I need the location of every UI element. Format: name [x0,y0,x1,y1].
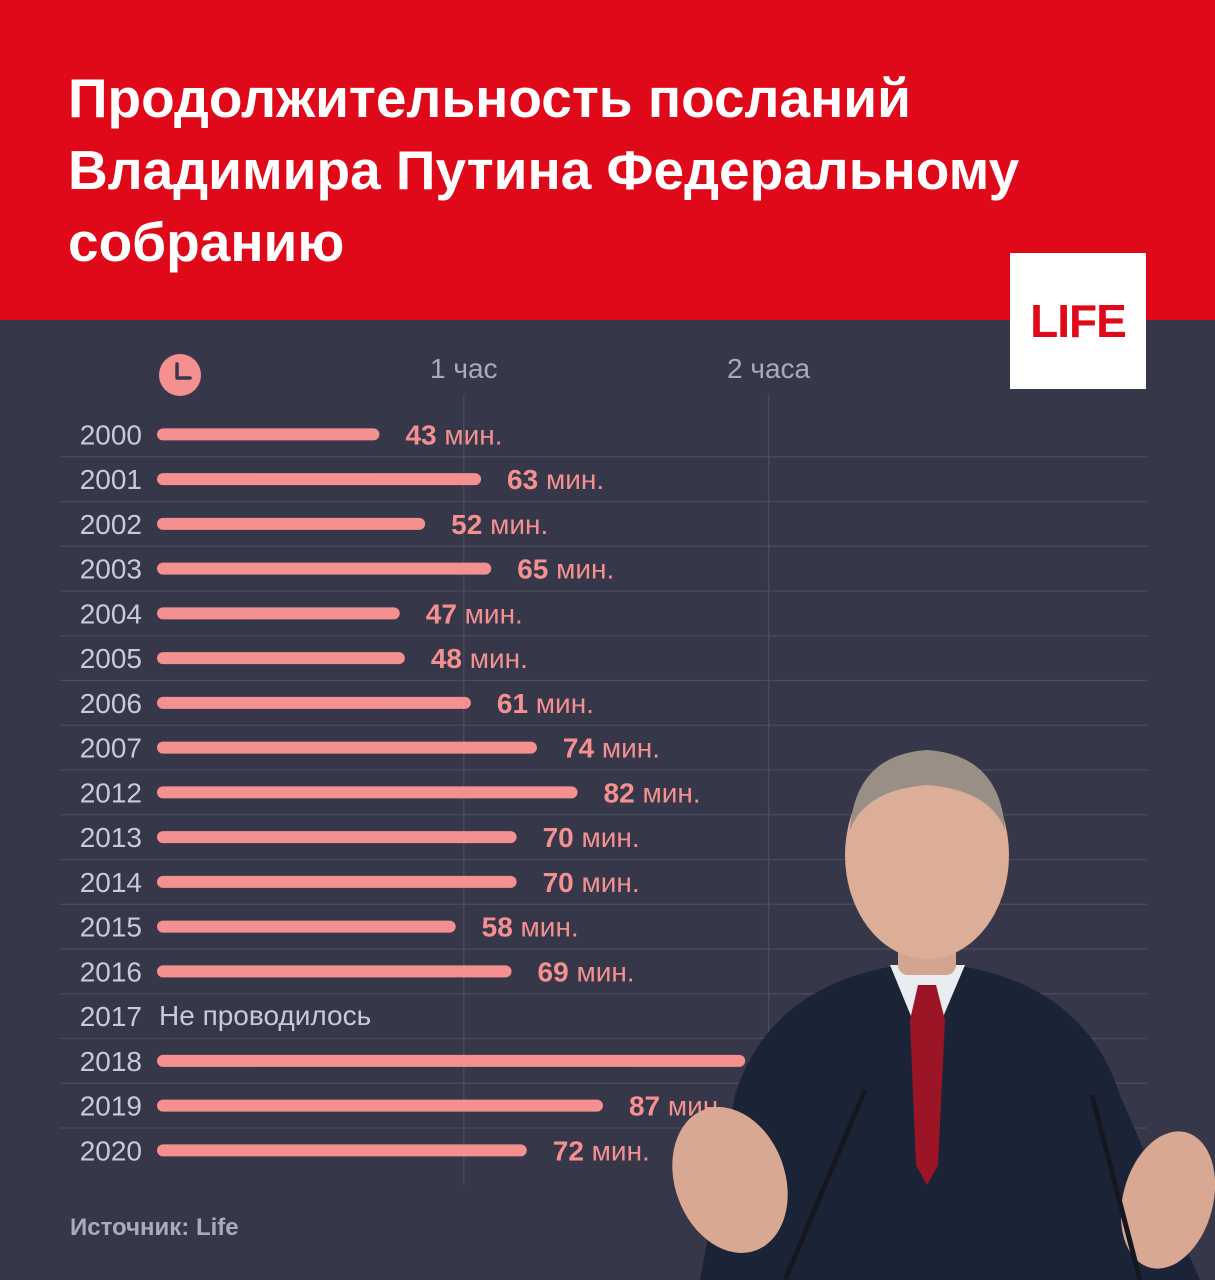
photo-head [845,751,1009,959]
value-label: 48 мин. [431,643,528,674]
source-note: Источник: Life [70,1214,239,1241]
year-label: 2018 [80,1046,142,1077]
value-label: 47 мин. [426,598,523,629]
year-label: 2016 [80,956,142,987]
clock-hands [175,362,192,380]
value-label: 69 мин. [538,956,635,987]
life-logo: LIFE [1010,253,1146,389]
value-label: 82 мин. [604,777,701,808]
x-tick-label: 1 час [430,353,498,384]
value-label: 52 мин. [451,509,548,540]
year-label: 2019 [80,1091,142,1122]
year-label: 2017 [80,1001,142,1032]
value-label: 43 мин. [405,419,502,450]
year-label: 2006 [80,688,142,719]
x-tick-label: 2 часа [727,353,811,384]
value-label: 74 мин. [563,733,660,764]
year-label: 2002 [80,509,142,540]
value-label: 61 мин. [497,688,594,719]
photo-microphone-left [782,1089,868,1280]
year-label: 2007 [80,733,142,764]
value-label: 72 мин. [553,1135,650,1166]
value-label: 58 мин. [482,912,579,943]
photo-tie [910,985,945,1185]
year-label: 2014 [80,867,142,898]
value-label: 70 мин. [543,822,640,853]
year-label: 2020 [80,1135,142,1166]
header-banner: Продолжительность посланий Владимира Пут… [0,0,1215,320]
year-label: 2012 [80,777,142,808]
year-label: 2000 [80,419,142,450]
no-data-label: Не проводилось [159,1000,371,1031]
photo-right-hand [1120,1131,1215,1269]
speaker-photo [672,750,1215,1280]
photo-hair [850,750,1005,830]
logo-text: LIFE [1030,295,1127,347]
clock-icon [159,354,201,396]
logo-face [1015,258,1141,384]
year-label: 2003 [80,554,142,585]
year-label: 2015 [80,912,142,943]
value-label: 70 мин. [543,867,640,898]
value-label: 63 мин. [507,464,604,495]
year-label: 2001 [80,464,142,495]
value-label: 65 мин. [517,554,614,585]
year-label: 2004 [80,598,142,629]
year-label: 2013 [80,822,142,853]
photo-microphone-right [1089,1094,1143,1280]
year-label: 2005 [80,643,142,674]
page-title: Продолжительность посланий Владимира Пут… [68,67,1020,273]
photo-left-hand [672,1107,788,1253]
photo-suit [700,965,1200,1280]
